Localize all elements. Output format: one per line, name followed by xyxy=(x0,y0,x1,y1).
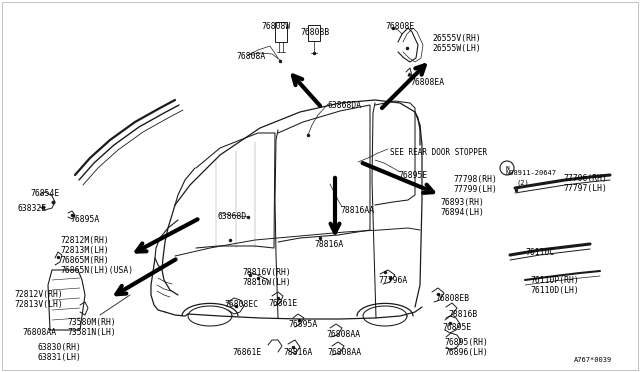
Text: 77798(RH): 77798(RH) xyxy=(453,175,497,184)
Text: 76895(RH): 76895(RH) xyxy=(444,338,488,347)
Text: 76861E: 76861E xyxy=(268,299,297,308)
Text: N: N xyxy=(505,166,509,170)
Text: 76808B: 76808B xyxy=(300,28,329,37)
Text: 76808AA: 76808AA xyxy=(326,330,360,339)
Text: 72813M(LH): 72813M(LH) xyxy=(60,246,109,255)
Text: 76110P(RH): 76110P(RH) xyxy=(530,276,579,285)
Text: 76895A: 76895A xyxy=(288,320,317,329)
Text: 73581N(LH): 73581N(LH) xyxy=(67,328,116,337)
Text: SEE REAR DOOR STOPPER: SEE REAR DOOR STOPPER xyxy=(390,148,487,157)
Text: A767*0039: A767*0039 xyxy=(574,357,612,363)
Text: 63832E: 63832E xyxy=(18,204,47,213)
Text: 78816A: 78816A xyxy=(283,348,312,357)
Text: 78816V(RH): 78816V(RH) xyxy=(242,268,291,277)
Text: 76896(LH): 76896(LH) xyxy=(444,348,488,357)
Text: 76895A: 76895A xyxy=(70,215,99,224)
Text: 78816A: 78816A xyxy=(314,240,343,249)
Text: 63868D: 63868D xyxy=(218,212,247,221)
Text: 77796A: 77796A xyxy=(378,276,407,285)
Text: 76893(RH): 76893(RH) xyxy=(440,198,484,207)
Text: 77797(LH): 77797(LH) xyxy=(563,184,607,193)
Text: 76808EB: 76808EB xyxy=(435,294,469,303)
Text: 26555W(LH): 26555W(LH) xyxy=(432,44,481,53)
Text: 76808E: 76808E xyxy=(385,22,414,31)
Text: 76808W: 76808W xyxy=(261,22,291,31)
Text: 76894(LH): 76894(LH) xyxy=(440,208,484,217)
Text: 76110D(LH): 76110D(LH) xyxy=(530,286,579,295)
Text: (2): (2) xyxy=(517,180,530,186)
Text: N08911-20647: N08911-20647 xyxy=(506,170,557,176)
Text: 76808AA: 76808AA xyxy=(22,328,56,337)
Text: 76854E: 76854E xyxy=(30,189,60,198)
Text: 76808EA: 76808EA xyxy=(410,78,444,87)
Text: 78816B: 78816B xyxy=(448,310,477,319)
Text: 76895E: 76895E xyxy=(442,323,471,332)
Text: 76861E: 76861E xyxy=(232,348,261,357)
Text: 77799(LH): 77799(LH) xyxy=(453,185,497,194)
Bar xyxy=(308,25,320,41)
Text: 73580M(RH): 73580M(RH) xyxy=(67,318,116,327)
Text: 72812M(RH): 72812M(RH) xyxy=(60,236,109,245)
Text: 78816W(LH): 78816W(LH) xyxy=(242,278,291,287)
Text: 72813V(LH): 72813V(LH) xyxy=(14,300,63,309)
Text: 78816AA: 78816AA xyxy=(340,206,374,215)
Text: 76808EC: 76808EC xyxy=(224,300,258,309)
Text: 63831(LH): 63831(LH) xyxy=(38,353,82,362)
Text: 76808AA: 76808AA xyxy=(327,348,361,357)
Text: 76865N(LH)(USA): 76865N(LH)(USA) xyxy=(60,266,133,275)
Bar xyxy=(275,22,287,42)
Text: 76808A: 76808A xyxy=(236,52,265,61)
Text: 76110C: 76110C xyxy=(525,248,554,257)
Text: 72812V(RH): 72812V(RH) xyxy=(14,290,63,299)
Text: 76865M(RH): 76865M(RH) xyxy=(60,256,109,265)
Text: 76895E: 76895E xyxy=(398,171,428,180)
Text: 63868DA: 63868DA xyxy=(328,101,362,110)
Text: 63830(RH): 63830(RH) xyxy=(38,343,82,352)
Text: 26555V(RH): 26555V(RH) xyxy=(432,34,481,43)
Text: 77796(RH): 77796(RH) xyxy=(563,174,607,183)
